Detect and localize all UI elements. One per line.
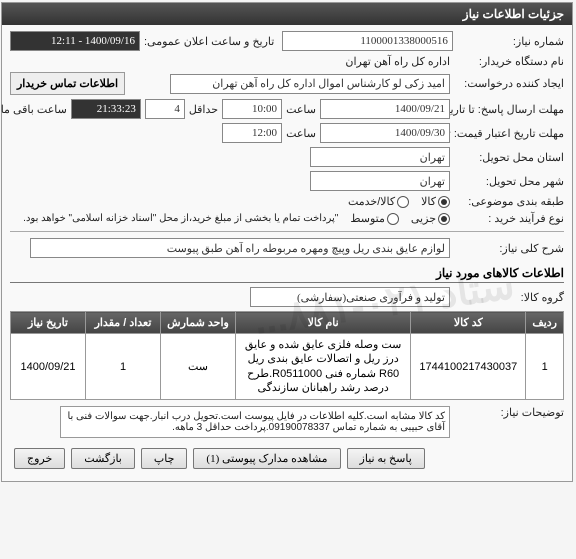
credit-label: مهلت تاریخ اعتبار قیمت: تا تاریخ: xyxy=(455,127,565,140)
time-label-2: ساعت xyxy=(287,127,317,140)
cell-idx: 1 xyxy=(527,334,565,400)
process-note: "پرداخت تمام یا بخشی از مبلغ خرید،از محل… xyxy=(24,213,339,224)
province-input[interactable] xyxy=(311,147,451,167)
buyer-label: نام دستگاه خریدار: xyxy=(455,55,565,68)
credit-date-input[interactable] xyxy=(321,123,451,143)
col-name: نام کالا xyxy=(237,312,412,334)
cell-date: 1400/09/21 xyxy=(12,334,87,400)
cat-goods-radio[interactable]: کالا xyxy=(422,195,451,208)
remain-input xyxy=(72,99,142,119)
need-desc-input[interactable] xyxy=(31,238,451,258)
attach-button[interactable]: مشاهده مدارک پیوستی (1) xyxy=(194,448,341,469)
cell-unit: ست xyxy=(162,334,237,400)
radio-selected-icon xyxy=(439,196,451,208)
proc-part-radio[interactable]: جزیی xyxy=(412,212,451,225)
cat-service-radio[interactable]: کالا/خدمت xyxy=(349,195,410,208)
col-date: تاریخ نیاز xyxy=(12,312,87,334)
cell-name: ست وصله فلزی عایق شده و عایق درز ریل و ا… xyxy=(237,334,412,400)
cell-qty: 1 xyxy=(87,334,162,400)
category-label: طبقه بندی موضوعی: xyxy=(455,195,565,208)
announce-label: تاریخ و ساعت اعلان عمومی: xyxy=(145,35,275,48)
buyer-value: اداره کل راه آهن تهران xyxy=(346,55,451,68)
col-qty: تعداد / مقدار xyxy=(87,312,162,334)
radio-empty-icon xyxy=(388,213,400,225)
requester-input[interactable] xyxy=(171,74,451,94)
group-input[interactable] xyxy=(251,287,451,307)
need-no-input[interactable] xyxy=(283,31,454,51)
process-label: نوع فرآیند خرید : xyxy=(455,212,565,225)
col-unit: واحد شمارش xyxy=(162,312,237,334)
reply-button[interactable]: پاسخ به نیاز xyxy=(348,448,426,469)
col-idx: ردیف xyxy=(527,312,565,334)
time-label-1: ساعت xyxy=(287,103,317,116)
form-content: شماره نیاز: تاریخ و ساعت اعلان عمومی: نا… xyxy=(3,25,573,481)
back-button[interactable]: بازگشت xyxy=(72,448,136,469)
radio-selected-icon xyxy=(439,213,451,225)
table-header-row: ردیف کد کالا نام کالا واحد شمارش تعداد /… xyxy=(12,312,565,334)
deadline-date-input[interactable] xyxy=(321,99,451,119)
footer-buttons: پاسخ به نیاز مشاهده مدارک پیوستی (1) چاپ… xyxy=(11,442,565,475)
city-input[interactable] xyxy=(311,171,451,191)
deadline-time-input[interactable] xyxy=(223,99,283,119)
credit-time-input[interactable] xyxy=(223,123,283,143)
need-desc-label: شرح کلی نیاز: xyxy=(455,242,565,255)
table-row[interactable]: 1 1744100217430037 ست وصله فلزی عایق شده… xyxy=(12,334,565,400)
contact-panel[interactable]: اطلاعات تماس خریدار xyxy=(11,72,126,95)
radio-empty-icon xyxy=(398,196,410,208)
hour-input[interactable] xyxy=(146,99,186,119)
items-table: ردیف کد کالا نام کالا واحد شمارش تعداد /… xyxy=(11,311,565,400)
main-panel: جزئیات اطلاعات نیاز شماره نیاز: تاریخ و … xyxy=(2,2,574,482)
city-label: شهر محل تحویل: xyxy=(455,175,565,188)
hour-label: حداقل xyxy=(190,103,219,116)
deadline-label: مهلت ارسال پاسخ: تا تاریخ: xyxy=(455,103,565,116)
group-label: گروه کالا: xyxy=(455,291,565,304)
need-extra-text: کد کالا مشابه است.کلیه اطلاعات در فایل پ… xyxy=(61,406,451,438)
proc-mid-radio[interactable]: متوسط xyxy=(351,212,400,225)
need-extra-label: توضیحات نیاز: xyxy=(455,406,565,419)
announce-input xyxy=(11,31,141,51)
exit-button[interactable]: خروج xyxy=(15,448,66,469)
requester-label: ایجاد کننده درخواست: xyxy=(455,77,565,90)
remain-label: ساعت باقی مانده xyxy=(0,103,68,116)
col-code: کد کالا xyxy=(412,312,527,334)
province-label: استان محل تحویل: xyxy=(455,151,565,164)
panel-title: جزئیات اطلاعات نیاز xyxy=(3,3,573,25)
items-section-title: اطلاعات کالاهای مورد نیاز xyxy=(11,262,565,283)
print-button[interactable]: چاپ xyxy=(142,448,189,469)
cell-code: 1744100217430037 xyxy=(412,334,527,400)
need-no-label: شماره نیاز: xyxy=(458,35,565,48)
